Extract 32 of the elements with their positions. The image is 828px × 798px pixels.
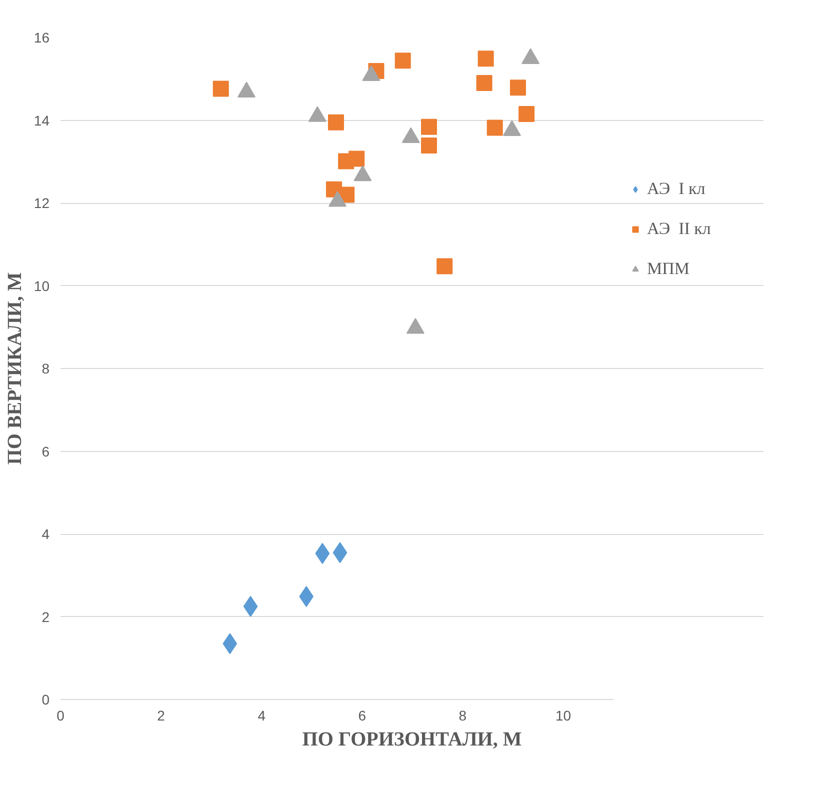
- y-tick-label: 14: [34, 112, 50, 128]
- legend-label: АЭ II кл: [647, 219, 711, 239]
- point: [328, 114, 344, 130]
- legend-label: МПМ: [647, 259, 690, 279]
- y-tick-label: 6: [42, 443, 50, 460]
- x-tick-label: 6: [358, 708, 366, 724]
- x-axis-title: ПО ГОРИЗОНТАЛИ, М: [302, 728, 522, 750]
- legend-label: АЭ I кл: [647, 179, 706, 199]
- point: [436, 258, 453, 274]
- x-tick-label: 10: [555, 708, 572, 724]
- point: [421, 118, 437, 135]
- x-tick-label: 4: [258, 708, 266, 724]
- x-tick-label: 8: [458, 708, 467, 724]
- y-tick-label: 4: [42, 526, 50, 542]
- y-tick-label: 8: [42, 360, 50, 376]
- point: [478, 50, 494, 67]
- point: [518, 106, 535, 122]
- y-tick-label: 12: [34, 195, 50, 211]
- point: [421, 137, 437, 154]
- point: [394, 52, 411, 69]
- y-axis-title: ПО ВЕРТИКАЛИ, М: [4, 272, 26, 465]
- x-tick-label: 2: [157, 708, 166, 724]
- point: [486, 120, 503, 136]
- y-tick-label: 0: [42, 692, 50, 708]
- point: [212, 80, 229, 97]
- y-tick-label: 16: [34, 30, 50, 46]
- x-tick-label: 0: [56, 708, 65, 724]
- point: [510, 80, 526, 96]
- point: [348, 150, 365, 167]
- y-tick-label: 2: [42, 608, 50, 625]
- point: [476, 75, 492, 92]
- y-tick-label: 10: [34, 278, 50, 294]
